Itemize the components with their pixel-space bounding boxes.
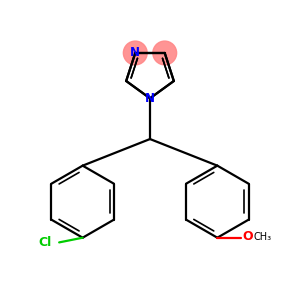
Text: Cl: Cl: [38, 236, 51, 249]
Text: N: N: [145, 92, 155, 105]
Text: O: O: [242, 230, 253, 243]
Circle shape: [153, 41, 177, 65]
Text: N: N: [130, 46, 140, 59]
Circle shape: [123, 41, 147, 65]
Text: CH₃: CH₃: [254, 232, 272, 242]
